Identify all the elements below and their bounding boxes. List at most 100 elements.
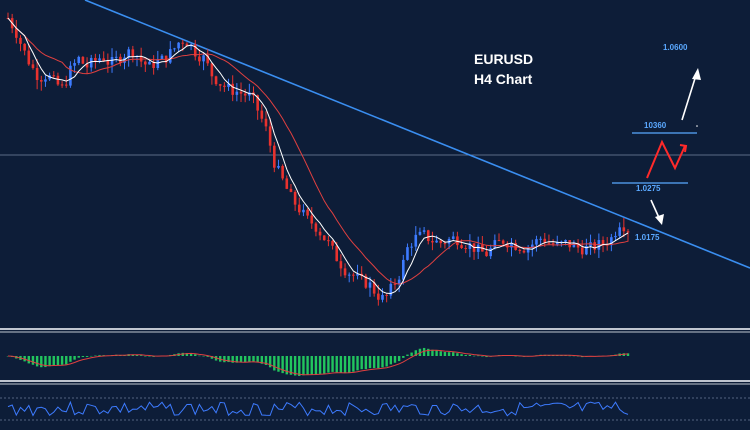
histogram-bar (477, 355, 480, 357)
candle-body (318, 231, 322, 236)
histogram-bar (352, 356, 355, 372)
histogram-bar (227, 356, 230, 363)
histogram-bar (402, 356, 405, 358)
candle-body (293, 191, 297, 205)
candle-body (426, 230, 430, 242)
histogram-bar (314, 356, 318, 375)
candle-body (85, 63, 89, 68)
candle-body (27, 50, 31, 65)
candle-body (410, 246, 413, 248)
candle-body (439, 240, 443, 244)
candle-body (285, 178, 289, 189)
candle-body (106, 60, 110, 65)
histogram-bar (576, 356, 580, 357)
histogram-bar (289, 356, 293, 375)
candle-body (418, 231, 422, 235)
price-levels (612, 125, 698, 184)
histogram-bar (348, 356, 351, 373)
histogram-bar (90, 355, 93, 357)
candle-body (343, 268, 347, 276)
candle-body (614, 235, 617, 238)
candle-body (560, 241, 563, 243)
candle-body (152, 61, 155, 69)
candle-body (114, 56, 118, 58)
candle-body (218, 84, 222, 86)
candle-body (60, 84, 64, 86)
histogram-bar (52, 356, 55, 366)
candle-body (377, 293, 380, 300)
histogram-bar (206, 356, 209, 357)
candle-body (572, 243, 576, 248)
histogram-bar (248, 356, 251, 362)
histogram-bar (331, 356, 334, 372)
histogram-bar (243, 356, 247, 363)
histogram-bar (443, 352, 447, 356)
histogram-bar (431, 349, 434, 356)
histogram-bar (144, 355, 147, 357)
histogram-bar (231, 356, 234, 363)
histogram-bar (60, 356, 64, 365)
candle-body (456, 236, 459, 246)
candle-body (206, 55, 210, 64)
candle-body (185, 43, 189, 47)
candle-body (530, 244, 534, 249)
candle-body (406, 247, 409, 260)
histogram-bar (381, 356, 384, 368)
candle-body (339, 261, 343, 269)
candle-body (564, 240, 567, 242)
histogram-bar (460, 354, 463, 356)
histogram-bar (285, 356, 288, 375)
candle-body (177, 42, 180, 49)
candle-body (173, 48, 176, 50)
histogram-bar (323, 356, 326, 374)
histogram-bar (35, 356, 39, 367)
candle-body (489, 248, 492, 257)
histogram-bar (185, 352, 189, 356)
candle-body (23, 43, 26, 51)
candle-body (310, 215, 314, 224)
candle-body (356, 273, 359, 276)
histogram-bar (73, 356, 76, 360)
histogram-bar (389, 356, 393, 365)
candle-body (443, 243, 447, 245)
candle-body (435, 240, 438, 243)
candle-body (347, 274, 351, 276)
candle-body (497, 240, 501, 242)
candle-body (214, 76, 218, 85)
candle-body (223, 85, 226, 87)
candle-body (352, 274, 355, 276)
projection-layer (646, 68, 701, 225)
candle-body (260, 110, 264, 119)
candle-body (468, 243, 472, 249)
candle-body (393, 283, 397, 285)
candle-body (518, 249, 522, 251)
candle-body (551, 243, 555, 245)
histogram-bar (198, 355, 201, 357)
moving-averages (7, 17, 629, 295)
histogram-bar (223, 356, 226, 363)
bearish-arrow-head (655, 214, 664, 225)
histogram-bar (131, 354, 135, 356)
histogram-bar (239, 356, 243, 363)
candle-body (327, 240, 330, 242)
slow-moving-average (7, 17, 629, 285)
candle-body (526, 248, 530, 253)
candle-body (227, 83, 230, 87)
histogram-bar (568, 355, 571, 357)
candle-body (593, 242, 597, 250)
level-label-10360: 10360 (644, 121, 667, 130)
candle-body (131, 49, 135, 57)
candle-body (322, 235, 326, 241)
candle-body (547, 242, 551, 244)
histogram-bar (447, 352, 451, 356)
candle-body (239, 91, 243, 94)
candle-body (110, 56, 114, 65)
candle-body (493, 240, 497, 249)
histogram-bar (189, 353, 193, 356)
level-label-1-0275: 1.0275 (636, 184, 661, 193)
candle-body (314, 223, 318, 232)
histogram-bar (452, 352, 455, 356)
candle-body (52, 75, 56, 77)
histogram-bar (422, 347, 426, 356)
histogram-bar (210, 356, 214, 359)
